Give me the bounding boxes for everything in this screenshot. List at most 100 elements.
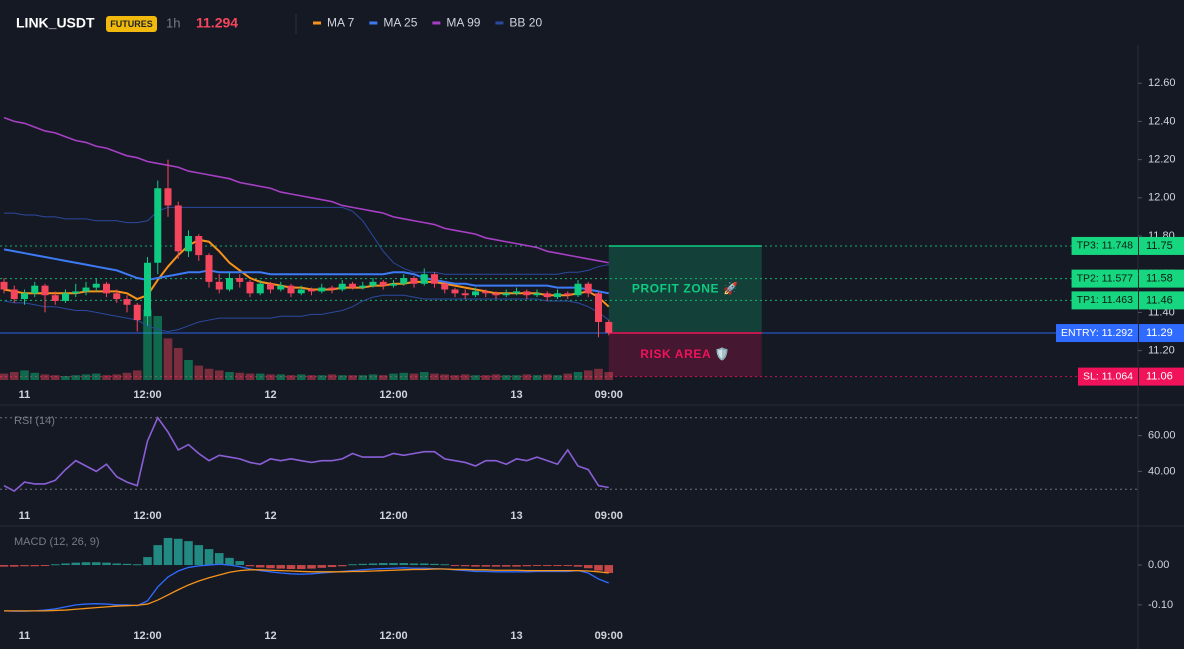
histogram-bar — [194, 545, 204, 566]
histogram-bar — [501, 565, 511, 567]
histogram-bar — [583, 565, 593, 569]
candle-body — [246, 281, 254, 294]
volume-bar — [245, 373, 255, 380]
level-tag-bg — [1077, 367, 1138, 386]
x-tick-label: 12:00 — [133, 510, 161, 522]
candle-body — [318, 287, 326, 292]
histogram-bar — [184, 541, 193, 566]
candle-body — [144, 262, 151, 317]
histogram-bar — [440, 564, 450, 566]
ma-line — [3, 248, 609, 295]
volume-bar — [194, 365, 204, 380]
volume-bar — [102, 375, 111, 380]
candle-body — [564, 293, 572, 296]
volume-bar — [583, 370, 593, 380]
candle-body — [267, 283, 274, 290]
rsi-line — [3, 416, 609, 493]
level-tag: TP3: 11.748 — [1077, 240, 1134, 252]
volume-bar — [512, 375, 521, 380]
volume-bar — [163, 338, 173, 380]
candle-body — [174, 205, 182, 252]
histogram-bar — [450, 565, 460, 567]
volume-bar — [327, 374, 337, 380]
candle-body — [103, 283, 110, 294]
histogram-bar — [409, 563, 419, 566]
candle-body — [431, 274, 438, 284]
candle-body — [277, 285, 285, 290]
candle-body — [51, 295, 59, 301]
price-tag: 11.46 — [1146, 294, 1173, 306]
price-tag: 11.75 — [1146, 240, 1173, 252]
candle-body — [482, 291, 490, 294]
histogram-bar — [563, 565, 573, 567]
interval: 1h — [166, 15, 180, 30]
candle-body — [215, 281, 223, 290]
histogram-bar — [153, 545, 163, 566]
volume-bar — [501, 375, 511, 380]
y-tick-label: -0.10 — [1148, 599, 1173, 611]
price-tag-bg — [1139, 324, 1184, 343]
y-tick-label: 11.20 — [1148, 345, 1175, 357]
candle-body — [164, 188, 172, 206]
legend-label: BB 20 — [509, 16, 542, 30]
histogram-bar — [337, 565, 347, 567]
histogram-bar — [358, 563, 368, 566]
level-tag: TP1: 11.463 — [1077, 294, 1134, 306]
x-tick-label: 09:00 — [595, 389, 623, 401]
volume-bar — [389, 373, 398, 380]
histogram-bar — [163, 537, 173, 566]
legend-label: MA 25 — [383, 16, 417, 30]
bb-upper — [4, 206, 609, 275]
candle-body — [41, 285, 49, 296]
histogram-bar — [143, 557, 152, 566]
candle-body — [133, 304, 141, 321]
x-tick-label: 12 — [264, 630, 276, 642]
candle-body — [472, 291, 479, 296]
y-tick-label: 12.00 — [1148, 192, 1176, 204]
volume-bar — [378, 375, 388, 380]
histogram-bar — [9, 565, 19, 567]
candle-body — [308, 289, 315, 292]
candle-body — [154, 188, 162, 263]
histogram-bar — [173, 538, 183, 566]
candle-body — [338, 283, 346, 290]
candle-body — [205, 255, 213, 282]
volume-bar — [491, 374, 501, 380]
volume-bar — [30, 372, 40, 380]
histogram-bar — [419, 563, 429, 566]
y-tick-label: 12.40 — [1148, 115, 1176, 127]
x-tick-label: 12:00 — [133, 630, 161, 642]
histogram-bar — [255, 565, 265, 568]
volume-bar — [225, 372, 234, 380]
volume-bar — [317, 375, 327, 380]
level-tag: ENTRY: 11.292 — [1061, 327, 1133, 339]
candle-body — [226, 278, 233, 290]
candle-body — [359, 285, 367, 288]
volume-bar — [91, 373, 101, 380]
candle-body — [441, 283, 449, 290]
histogram-bar — [214, 553, 224, 566]
symbol: LINK_USDT — [16, 15, 95, 31]
y-tick-label: 60.00 — [1148, 430, 1176, 442]
level-tag-bg — [1071, 269, 1138, 288]
histogram-bar — [30, 565, 40, 567]
histogram-bar — [389, 563, 398, 566]
candle-body — [287, 285, 295, 294]
volume-bar — [399, 372, 409, 380]
histogram-bar — [348, 564, 357, 566]
histogram-bar — [20, 565, 29, 567]
histogram-bar — [112, 563, 122, 566]
y-tick-label: 0.00 — [1148, 559, 1169, 571]
candle-body — [379, 281, 387, 286]
volume-bar — [20, 370, 29, 380]
histogram-bar — [542, 565, 552, 567]
volume-bar — [563, 373, 573, 380]
candle-body — [185, 236, 192, 252]
histogram-bar — [266, 565, 275, 569]
histogram-bar — [460, 565, 470, 567]
legend-label: MA 99 — [446, 16, 480, 30]
volume-bar — [235, 372, 245, 380]
y-tick-label: 12.20 — [1148, 154, 1176, 166]
histogram-bar — [317, 565, 327, 568]
